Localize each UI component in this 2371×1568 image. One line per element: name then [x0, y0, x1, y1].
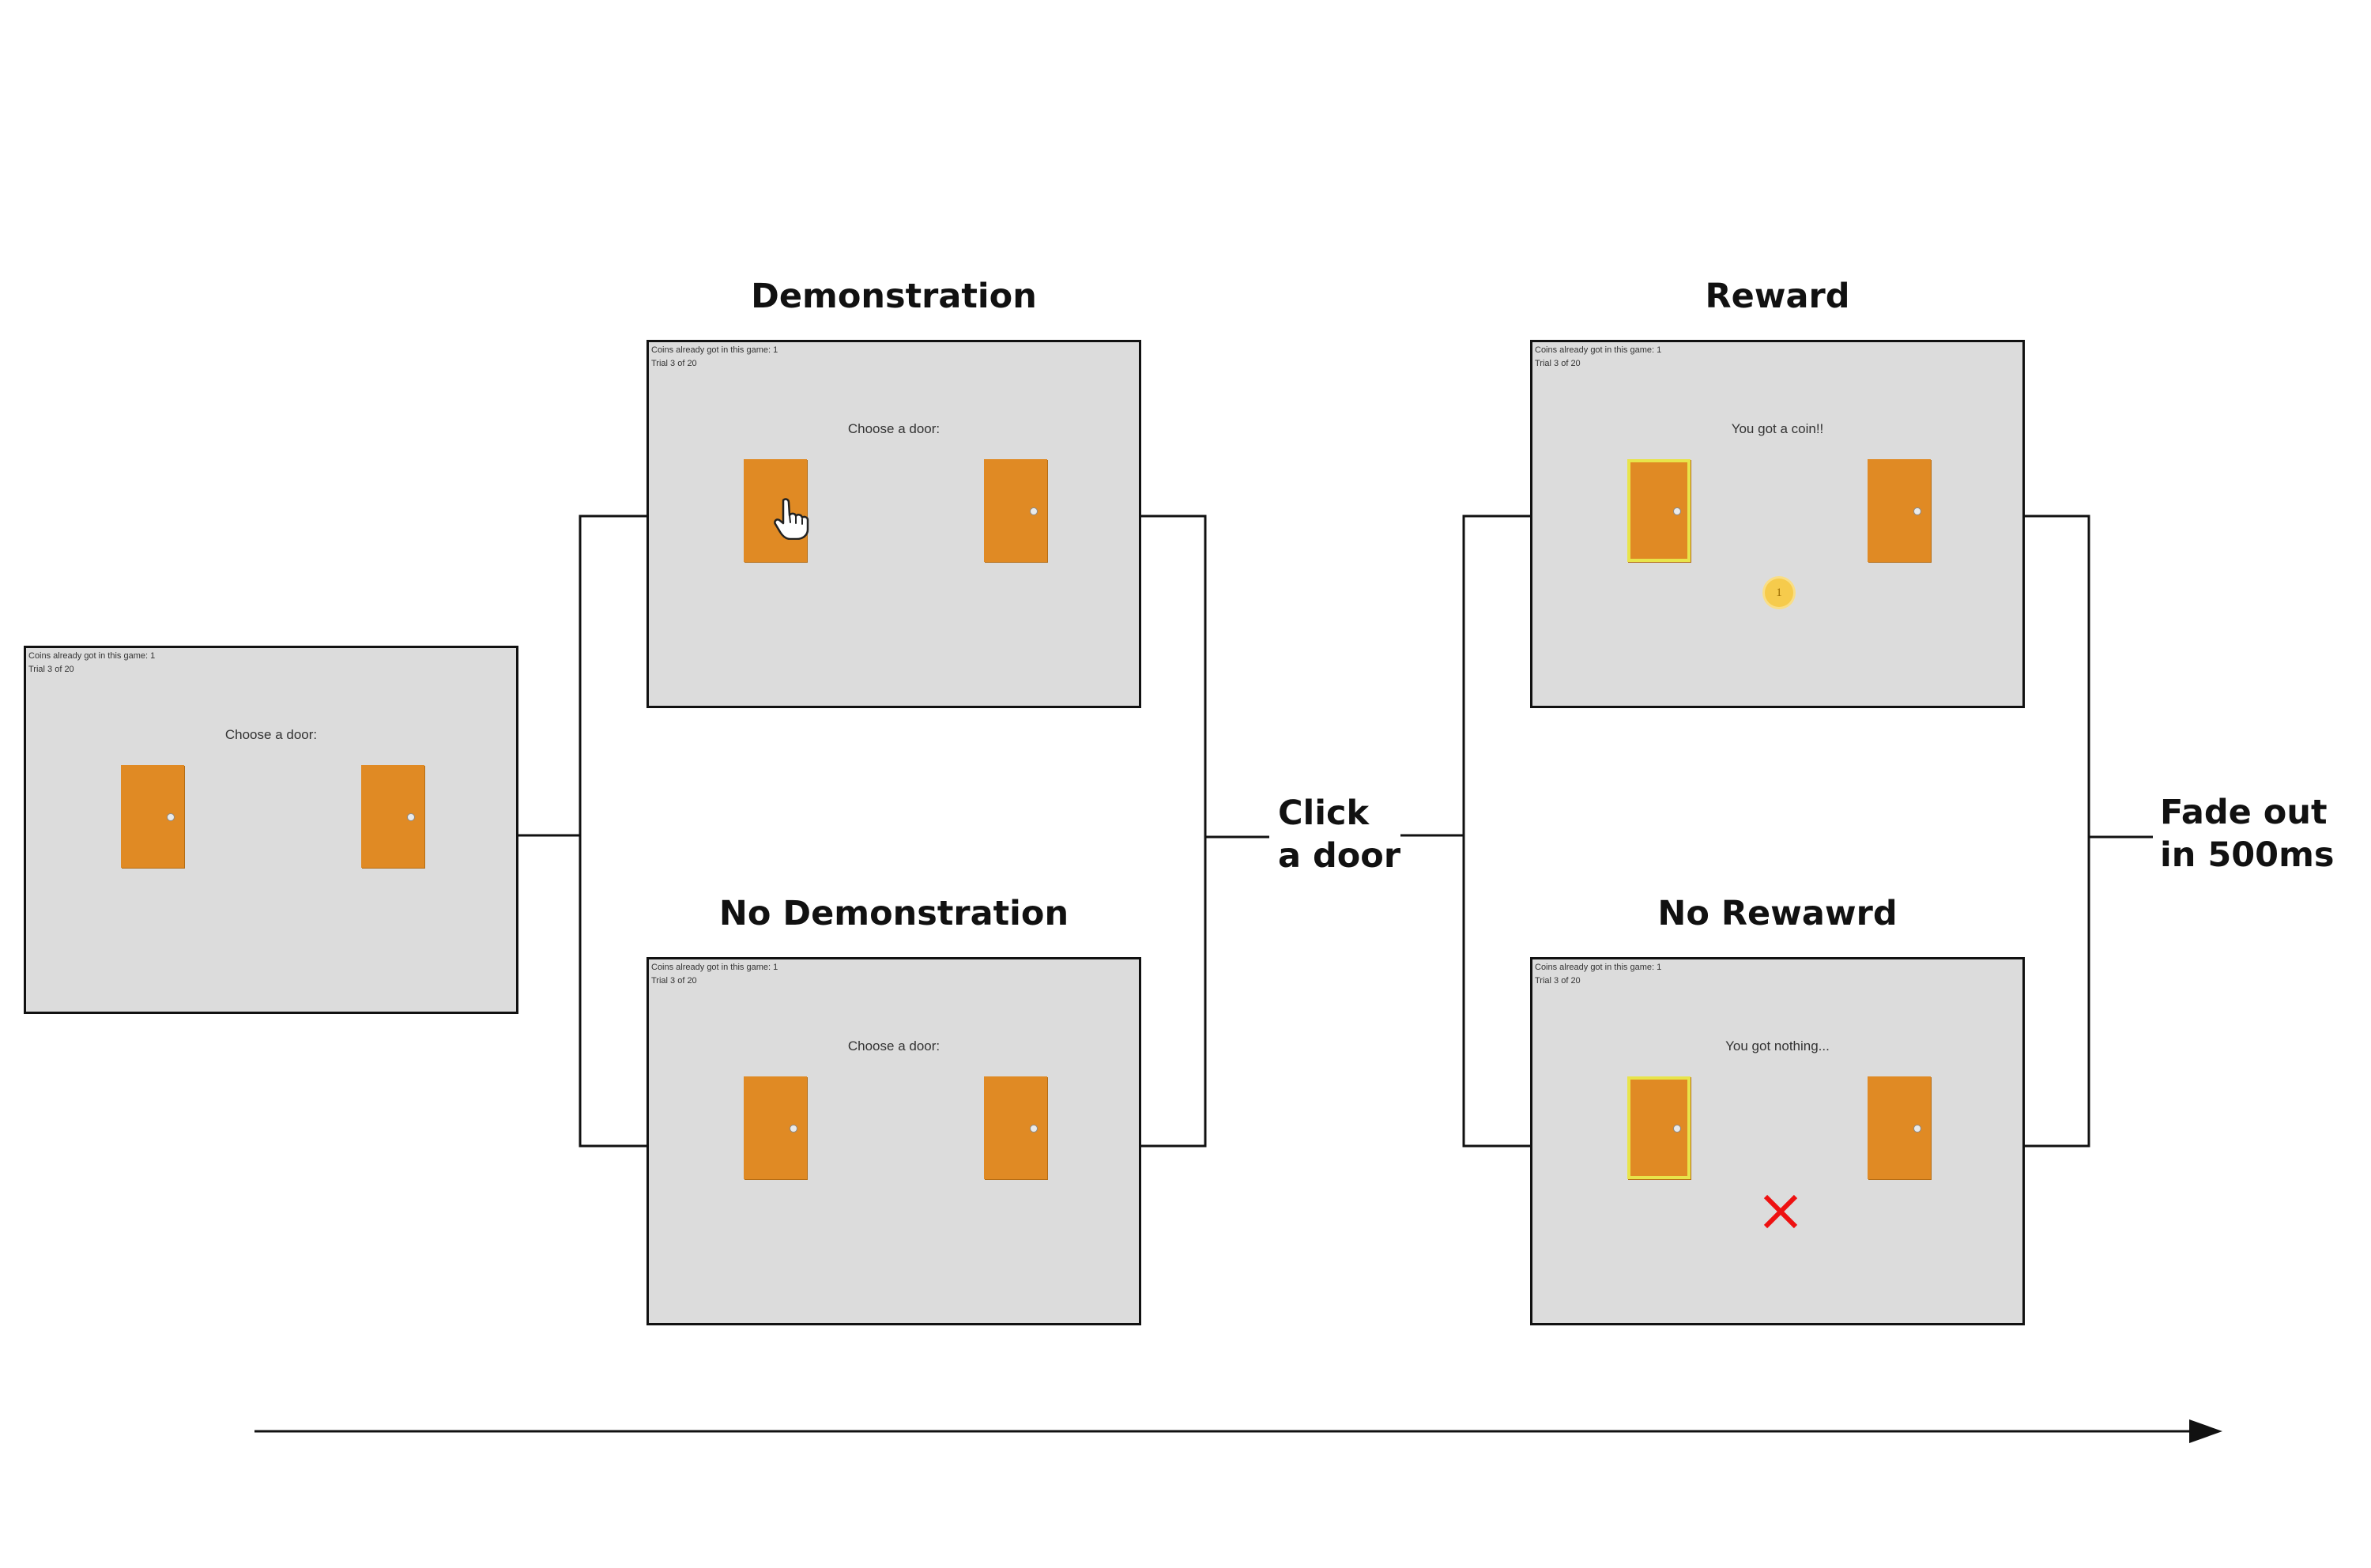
hand-pointer-icon	[774, 498, 809, 540]
coins-counter: Coins already got in this game: 1	[651, 345, 778, 355]
trial-counter: Trial 3 of 20	[28, 665, 74, 674]
door-right[interactable]	[361, 765, 424, 868]
label-fade-line1: Fade out	[2160, 793, 2328, 832]
door-knob	[790, 1125, 797, 1133]
door-knob	[1913, 507, 1921, 515]
screen-no-demonstration: Coins already got in this game: 1 Trial …	[646, 957, 1141, 1325]
cross-icon	[1763, 1194, 1798, 1229]
screen-info: Coins already got in this game: 1 Trial …	[1535, 961, 1661, 988]
coins-counter: Coins already got in this game: 1	[651, 963, 778, 972]
screen-prompt: Choose a door:	[224, 727, 318, 742]
trial-counter: Trial 3 of 20	[1535, 976, 1581, 986]
coins-counter: Coins already got in this game: 1	[28, 651, 156, 661]
screen-info: Coins already got in this game: 1 Trial …	[28, 650, 155, 677]
screen-prompt: You got nothing...	[1725, 1038, 1830, 1054]
door-left-selected[interactable]	[1627, 459, 1691, 562]
door-right[interactable]	[984, 1076, 1047, 1179]
door-right[interactable]	[1868, 1076, 1931, 1179]
door-knob	[407, 813, 415, 821]
screen-info: Coins already got in this game: 1 Trial …	[1535, 344, 1661, 371]
heading-demonstration: Demonstration	[751, 277, 1037, 316]
screen-no-reward: Coins already got in this game: 1 Trial …	[1530, 957, 2025, 1325]
door-knob	[1913, 1125, 1921, 1133]
door-left[interactable]	[744, 1076, 807, 1179]
heading-no-demonstration: No Demonstration	[718, 894, 1069, 933]
door-knob	[1673, 1125, 1681, 1133]
trial-counter: Trial 3 of 20	[651, 359, 697, 368]
connector-branch-left	[579, 514, 646, 1148]
coin-icon: 1	[1765, 579, 1793, 607]
label-click-line1: Click	[1278, 793, 1370, 833]
label-fade-out: Fade out in 500ms	[2160, 791, 2334, 876]
screen-reward: Coins already got in this game: 1 Trial …	[1530, 340, 2025, 708]
trial-counter: Trial 3 of 20	[651, 976, 697, 986]
door-right[interactable]	[1868, 459, 1931, 562]
door-left[interactable]	[121, 765, 184, 868]
screen-initial: Coins already got in this game: 1 Trial …	[24, 646, 518, 1014]
label-click-door: Click a door	[1278, 792, 1400, 877]
connector-outcome-right	[2025, 514, 2090, 1148]
label-click-line2: a door	[1278, 836, 1401, 876]
door-knob	[1030, 1125, 1038, 1133]
door-knob	[1673, 507, 1681, 515]
label-fade-line2: in 500ms	[2160, 835, 2335, 875]
trial-counter: Trial 3 of 20	[1535, 359, 1581, 368]
screen-info: Coins already got in this game: 1 Trial …	[651, 961, 778, 988]
heading-reward: Reward	[1705, 277, 1850, 316]
screen-prompt: Choose a door:	[847, 421, 940, 436]
coins-counter: Coins already got in this game: 1	[1535, 345, 1662, 355]
connector-branch-mid	[1141, 514, 1207, 1148]
coins-counter: Coins already got in this game: 1	[1535, 963, 1662, 972]
door-right[interactable]	[984, 459, 1047, 562]
screen-prompt: You got a coin!!	[1731, 421, 1824, 436]
door-left[interactable]	[744, 459, 809, 562]
connector-outcome-left	[1462, 514, 1530, 1148]
door-knob	[1030, 507, 1038, 515]
screen-info: Coins already got in this game: 1 Trial …	[651, 344, 778, 371]
door-left-selected[interactable]	[1627, 1076, 1691, 1179]
screen-demonstration: Coins already got in this game: 1 Trial …	[646, 340, 1141, 708]
door-knob	[167, 813, 175, 821]
arrow-right-icon	[2189, 1419, 2222, 1443]
screen-prompt: Choose a door:	[847, 1038, 940, 1054]
heading-no-reward: No Rewawrd	[1657, 894, 1898, 933]
